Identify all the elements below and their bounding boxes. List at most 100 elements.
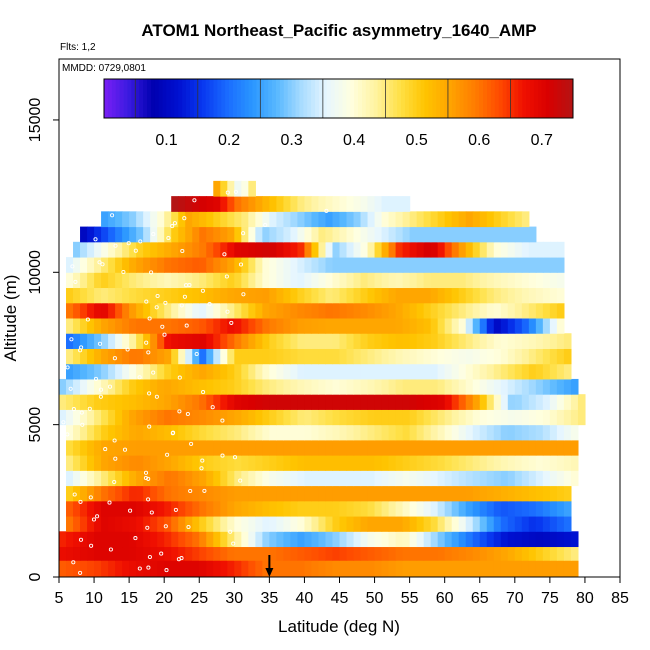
heatmap-cell-18-2 bbox=[80, 287, 88, 304]
heatmap-cell-2-65 bbox=[514, 531, 523, 548]
colorbar-segment bbox=[436, 79, 441, 118]
colorbar-segment bbox=[279, 79, 285, 118]
dates-label: MMDD: 0729,0801 bbox=[62, 63, 146, 74]
heatmap-cell-20-44 bbox=[374, 257, 383, 273]
heatmap-cell-5-65 bbox=[521, 485, 530, 502]
heatmap-cell-1-1 bbox=[66, 546, 74, 561]
heatmap-cell-1-33 bbox=[290, 546, 299, 561]
heatmap-cell-19-53 bbox=[437, 272, 446, 289]
sample-point bbox=[137, 375, 142, 380]
heatmap-cell-14-15 bbox=[171, 348, 179, 365]
heatmap-cell-15-59 bbox=[479, 333, 488, 349]
heatmap-cell-22-18 bbox=[206, 226, 214, 243]
colorbar-segment bbox=[268, 79, 273, 118]
heatmap-cell-14-47 bbox=[395, 348, 404, 365]
heatmap-cell-3-36 bbox=[318, 516, 327, 532]
colorbar-segment bbox=[182, 79, 187, 118]
colorbar-frame bbox=[103, 78, 574, 119]
colorbar-segment bbox=[408, 79, 414, 118]
y-tick-label: 15000 bbox=[27, 98, 44, 143]
heatmap-cell-24-29 bbox=[374, 196, 383, 212]
sample-point bbox=[71, 407, 76, 412]
heatmap-cell-23-28 bbox=[297, 211, 306, 228]
heatmap-cell-16-48 bbox=[402, 318, 411, 334]
heatmap-cell-8-9 bbox=[129, 439, 137, 456]
heatmap-cell-18-63 bbox=[507, 287, 516, 304]
heatmap-cell-3-22 bbox=[220, 516, 228, 532]
heatmap-cell-7-51 bbox=[423, 455, 432, 471]
sample-point bbox=[79, 345, 84, 350]
heatmap-cell-0-52 bbox=[423, 560, 432, 578]
heatmap-cell-2-66 bbox=[521, 531, 530, 548]
heatmap-cell-12-57 bbox=[458, 378, 467, 395]
heatmap-cell-7-65 bbox=[521, 455, 530, 471]
heatmap-cell-8-35 bbox=[311, 439, 320, 456]
heatmap-cell-0-17 bbox=[178, 560, 186, 578]
heatmap-cell-15-31 bbox=[283, 333, 292, 349]
heatmap-cell-4-60 bbox=[486, 500, 495, 517]
heatmap-cell-23-56 bbox=[493, 211, 502, 228]
heatmap-cell-8-15 bbox=[171, 439, 179, 456]
heatmap-cell-20-15 bbox=[171, 257, 179, 273]
heatmap-cell-5-39 bbox=[339, 485, 348, 502]
heatmap-cell-22-28 bbox=[276, 226, 284, 243]
heatmap-cell-21-4 bbox=[101, 241, 109, 258]
heatmap-cell-21-52 bbox=[437, 241, 446, 258]
heatmap-cell-0-59 bbox=[472, 560, 481, 578]
colorbar-segment bbox=[342, 79, 347, 118]
heatmap-cell-3-11 bbox=[143, 516, 151, 532]
heatmap-cell-6-35 bbox=[311, 470, 320, 487]
colorbar-tick-label: 0.6 bbox=[468, 132, 490, 149]
heatmap-cell-14-59 bbox=[479, 348, 488, 365]
heatmap-cell-16-34 bbox=[304, 318, 313, 334]
heatmap-cell-23-24 bbox=[269, 211, 277, 228]
heatmap-cell-2-55 bbox=[444, 531, 453, 548]
heatmap-cell-13-47 bbox=[395, 363, 404, 380]
heatmap-cell-11-38 bbox=[325, 394, 334, 410]
heatmap-cell-9-54 bbox=[444, 424, 453, 441]
heatmap-cell-21-21 bbox=[220, 241, 228, 258]
heatmap-cell-7-50 bbox=[416, 455, 425, 471]
heatmap-cell-10-1 bbox=[66, 409, 74, 426]
heatmap-cell-5-2 bbox=[80, 485, 88, 502]
heatmap-cell-16-18 bbox=[192, 318, 200, 334]
colorbar-segment bbox=[373, 79, 378, 118]
heatmap-cell-11-31 bbox=[276, 394, 284, 410]
colorbar-segment bbox=[490, 79, 496, 118]
heatmap-cell-2-19 bbox=[192, 531, 200, 548]
heatmap-cell-21-42 bbox=[367, 241, 376, 258]
heatmap-cell-9-36 bbox=[318, 424, 327, 441]
sample-point bbox=[207, 302, 212, 307]
heatmap-cell-0-7 bbox=[108, 560, 116, 578]
heatmap-cell-15-4 bbox=[94, 333, 102, 349]
heatmap-cell-24-5 bbox=[206, 196, 214, 212]
heatmap-cell-18-61 bbox=[493, 287, 502, 304]
heatmap-cell-12-31 bbox=[276, 378, 284, 395]
heatmap-cell-21-64 bbox=[521, 241, 530, 258]
heatmap-cell-9-51 bbox=[423, 424, 432, 441]
heatmap-cell-8-37 bbox=[325, 439, 334, 456]
heatmap-cell-9-3 bbox=[87, 424, 95, 441]
heatmap-cell-13-59 bbox=[479, 363, 488, 380]
heatmap-cell-5-28 bbox=[262, 485, 270, 502]
heatmap-cell-17-38 bbox=[332, 302, 341, 319]
heatmap-cell-19-62 bbox=[500, 272, 509, 289]
heatmap-cell-6-63 bbox=[507, 470, 516, 487]
heatmap-cell-21-60 bbox=[493, 241, 502, 258]
heatmap-cell-13-43 bbox=[367, 363, 376, 380]
heatmap-cell-9-32 bbox=[290, 424, 299, 441]
heatmap-cell-18-45 bbox=[381, 287, 390, 304]
heatmap-cell-4-11 bbox=[143, 500, 151, 517]
heatmap-cell-6-38 bbox=[332, 470, 341, 487]
heatmap-cell-14-7 bbox=[115, 348, 123, 365]
heatmap-cell-0-71 bbox=[556, 560, 565, 578]
colorbar-segment bbox=[381, 79, 386, 118]
heatmap-cell-22-42 bbox=[374, 226, 383, 243]
heatmap-cell-13-21 bbox=[213, 363, 221, 380]
colorbar-segment bbox=[307, 79, 312, 118]
heatmap-cell-20-24 bbox=[234, 257, 242, 273]
heatmap-cell-17-66 bbox=[528, 302, 537, 319]
heatmap-cell-21-37 bbox=[332, 241, 341, 258]
heatmap-cell-10-39 bbox=[332, 409, 341, 426]
heatmap-cell-5-47 bbox=[395, 485, 404, 502]
